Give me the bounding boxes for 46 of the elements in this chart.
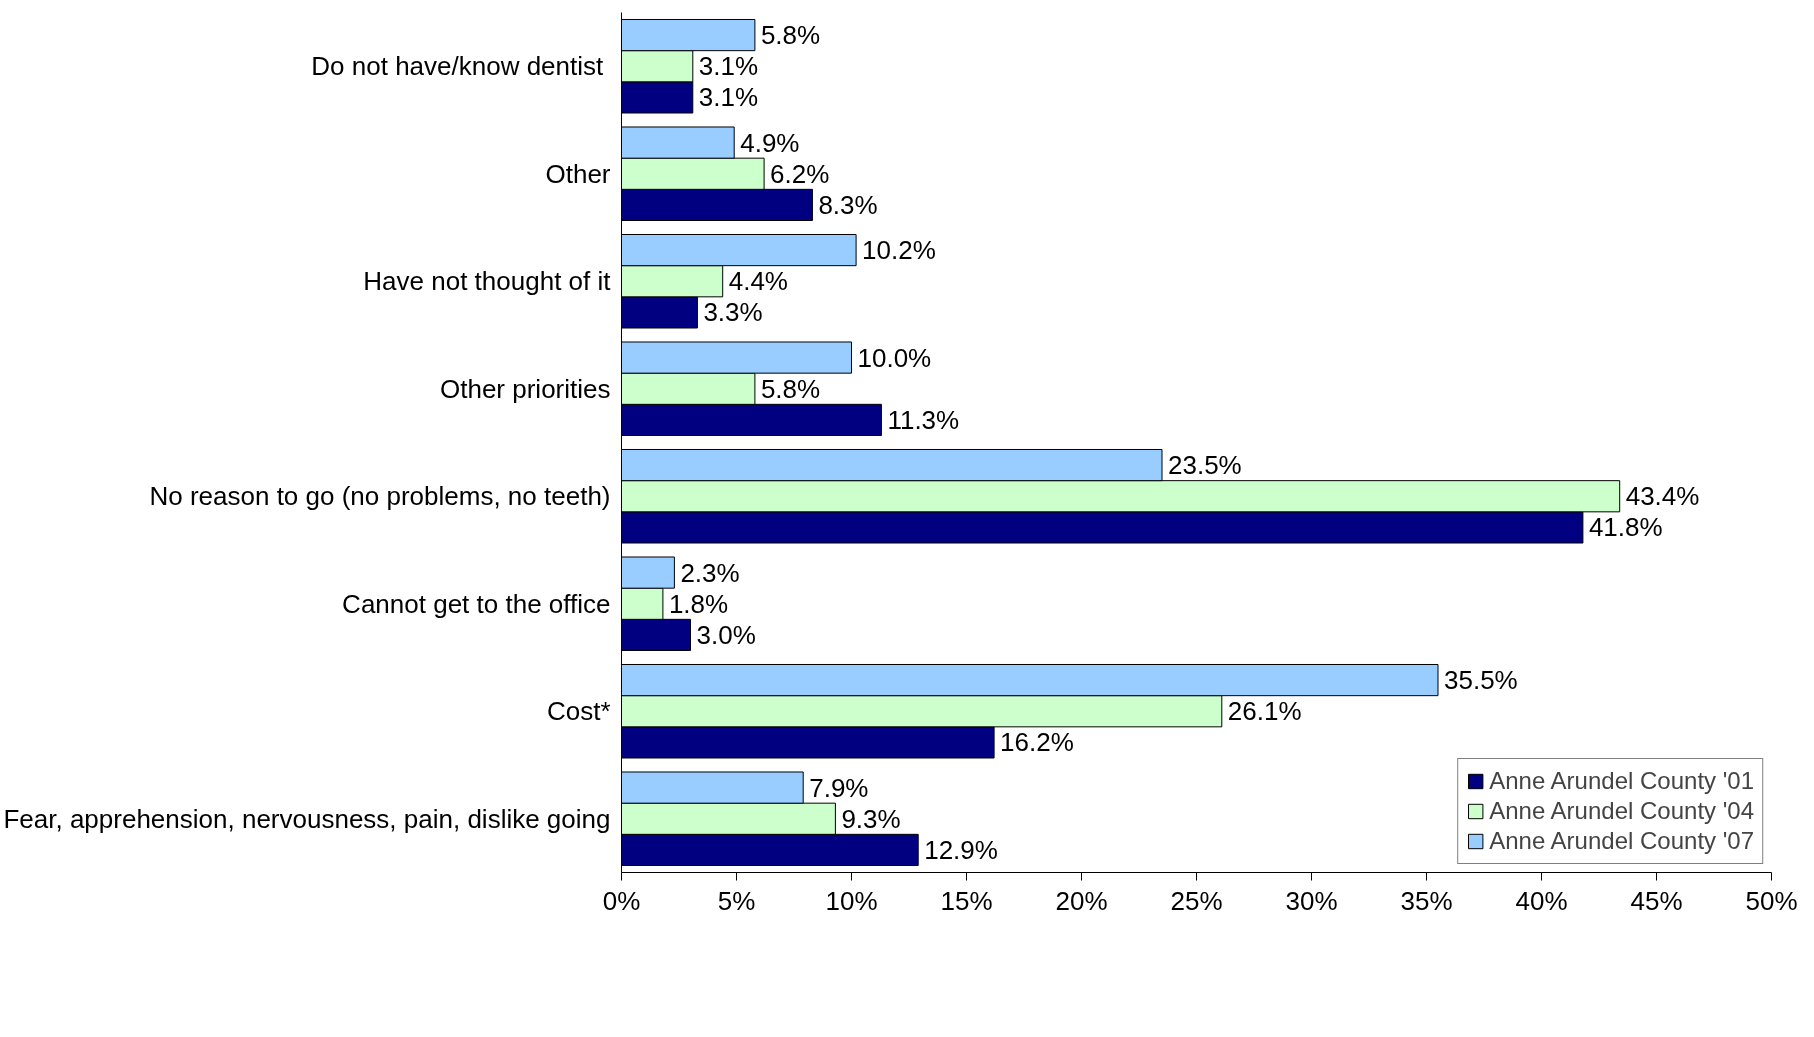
data-label: 11.3%: [887, 404, 960, 435]
data-label: 3.1%: [698, 82, 759, 113]
x-tick-label: 15%: [940, 885, 993, 916]
x-tick-label: 0%: [602, 885, 641, 916]
data-label: 8.3%: [818, 189, 878, 220]
data-label: 3.3%: [703, 297, 763, 328]
data-label: 10.0%: [857, 342, 932, 373]
data-label: 26.1%: [1227, 696, 1302, 727]
data-label: 23.5%: [1168, 450, 1242, 481]
y-tick-label: Other priorities: [440, 373, 611, 404]
x-tick-label: 25%: [1170, 885, 1223, 916]
data-label: 4.9%: [740, 127, 800, 158]
data-label: 41.8%: [1588, 512, 1663, 543]
data-label: 1.8%: [668, 588, 729, 619]
data-label: 5.8%: [760, 20, 821, 51]
data-label: 3.0%: [696, 619, 756, 650]
y-tick-label: Fear, apprehension, nervousness, pain, dislike going: [3, 803, 611, 834]
x-tick-label: 50%: [1745, 885, 1798, 916]
x-tick-label: 45%: [1630, 885, 1683, 916]
data-label: 10.2%: [862, 235, 936, 266]
y-tick-label: Cost*: [546, 696, 611, 727]
data-label: 35.5%: [1444, 665, 1518, 696]
data-label: 16.2%: [1000, 727, 1074, 758]
data-label: 5.8%: [760, 373, 821, 404]
x-tick-label: 30%: [1285, 885, 1338, 916]
x-tick-label: 5%: [717, 885, 756, 916]
legend-label: Anne Arundel County '07: [1489, 827, 1754, 855]
legend-label: Anne Arundel County '04: [1489, 797, 1754, 825]
data-label: 9.3%: [841, 803, 901, 834]
y-tick-label: Do not have/know dentist: [311, 51, 605, 82]
data-label: 4.4%: [728, 266, 788, 297]
x-tick-label: 35%: [1400, 885, 1453, 916]
x-tick-label: 10%: [825, 885, 878, 916]
x-tick-label: 20%: [1055, 885, 1108, 916]
y-tick-label: Have not thought of it: [363, 266, 612, 297]
data-label: 43.4%: [1625, 481, 1700, 512]
y-tick-label: Cannot get to the office: [342, 588, 611, 619]
data-label: 12.9%: [924, 834, 998, 865]
y-tick-label: Other: [545, 158, 611, 189]
x-tick-label: 40%: [1515, 885, 1568, 916]
legend-label: Anne Arundel County '01: [1489, 767, 1754, 795]
data-label: 7.9%: [809, 772, 869, 803]
data-label: 2.3%: [680, 557, 740, 588]
data-label: 6.2%: [770, 158, 830, 189]
data-label: 3.1%: [698, 51, 759, 82]
y-tick-label: No reason to go (no problems, no teeth): [149, 481, 611, 512]
